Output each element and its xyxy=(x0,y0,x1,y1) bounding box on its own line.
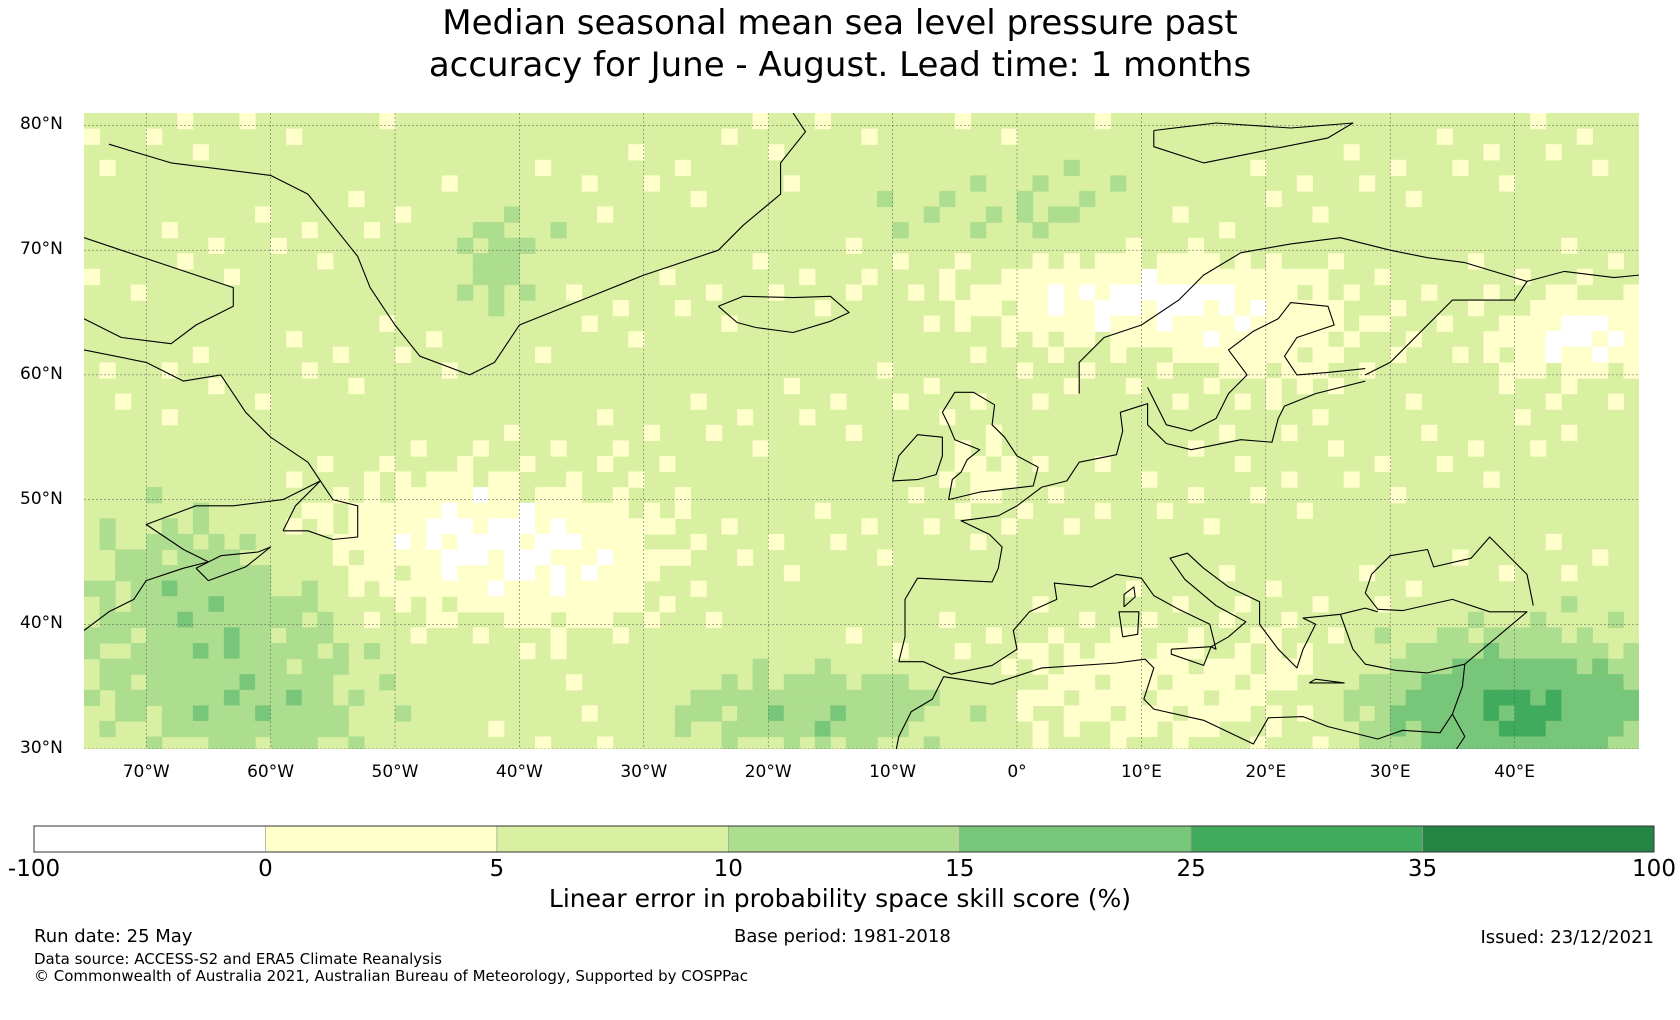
longitude-label: 40°E xyxy=(1494,762,1536,782)
coastline-iceland xyxy=(718,295,850,334)
coastline-svalbard xyxy=(1153,122,1354,164)
coastline-nova-scotia xyxy=(195,546,272,582)
longitude-label: 10°E xyxy=(1120,762,1162,782)
coastline-arabia-levant xyxy=(1451,713,1466,749)
coastline-turkey-black-sea xyxy=(1339,536,1534,674)
colorbar-tick-label: 0 xyxy=(258,856,273,882)
latitude-label: 80°N xyxy=(20,114,63,135)
colorbar xyxy=(33,825,1655,853)
longitude-label: 30°W xyxy=(620,762,668,782)
colorbar-segment xyxy=(727,825,960,853)
run-date: Run date: 25 May xyxy=(34,926,193,947)
coastline-corsica xyxy=(1123,586,1136,608)
coastline-greenland xyxy=(108,113,807,376)
colorbar-tick-label: 5 xyxy=(489,856,505,882)
colorbar-tick-label: 15 xyxy=(945,856,975,882)
skill-score-field xyxy=(84,113,1639,749)
latitude-label: 40°N xyxy=(20,613,63,634)
coastline-crete-cyprus xyxy=(1309,678,1345,684)
coastline-scandinavia xyxy=(1078,237,1528,394)
graticule xyxy=(84,113,1639,749)
colorbar-segment xyxy=(496,825,729,853)
map-title: Median seasonal mean sea level pressure … xyxy=(0,2,1680,86)
coastline-ireland xyxy=(892,434,943,482)
coastlines xyxy=(84,113,1639,749)
data-source: Data source: ACCESS-S2 and ERA5 Climate … xyxy=(34,950,442,968)
coastline-north-africa xyxy=(895,658,1466,749)
latitude-label: 30°N xyxy=(20,738,63,758)
coastline-sicily xyxy=(1170,646,1212,666)
coastline-great-britain xyxy=(941,391,1039,501)
colorbar-segment xyxy=(33,825,266,853)
colorbar-segment xyxy=(959,825,1192,853)
title-line-2: accuracy for June - August. Lead time: 1… xyxy=(428,45,1252,85)
longitude-label: 70°W xyxy=(122,762,170,782)
colorbar-tick-label: 100 xyxy=(1632,856,1676,882)
coastline-europe-atlantic xyxy=(898,380,1366,662)
longitude-label: 20°E xyxy=(1245,762,1287,782)
longitude-label: 30°E xyxy=(1369,762,1411,782)
latitude-label: 60°N xyxy=(20,363,63,384)
longitude-label: 0° xyxy=(1007,762,1027,782)
title-line-1: Median seasonal mean sea level pressure … xyxy=(442,3,1238,43)
latitude-label: 70°N xyxy=(20,239,63,260)
latitude-label: 50°N xyxy=(20,488,63,509)
coastline-newfoundland xyxy=(282,480,359,541)
coastline-sweden-baltic xyxy=(1147,302,1366,432)
colorbar-tick-label: 35 xyxy=(1407,856,1438,882)
colorbar-segment xyxy=(1422,825,1655,853)
longitude-label: 10°W xyxy=(869,762,917,782)
colorbar-label: Linear error in probability space skill … xyxy=(548,884,1132,913)
longitude-label: 60°W xyxy=(247,762,295,782)
coastline-white-sea-ural xyxy=(1526,270,1639,282)
longitude-label: 50°W xyxy=(371,762,419,782)
longitude-label: 40°W xyxy=(495,762,543,782)
colorbar-segment xyxy=(1190,825,1423,853)
longitude-label: 20°W xyxy=(744,762,792,782)
coastline-iberia-med xyxy=(898,552,1378,675)
coastline-baffin-island xyxy=(84,237,234,345)
base-period: Base period: 1981-2018 xyxy=(734,926,951,947)
colorbar-tick-label: 10 xyxy=(713,856,743,882)
copyright: © Commonwealth of Australia 2021, Austra… xyxy=(34,967,748,985)
colorbar-tick-label: -100 xyxy=(7,856,61,882)
colorbar-outline xyxy=(33,825,1655,853)
colorbar-segment xyxy=(265,825,498,853)
coastline-italy-islands xyxy=(1118,611,1140,638)
colorbar-tick-label: 25 xyxy=(1176,856,1206,882)
coastline-labrador xyxy=(84,349,321,631)
issued-date: Issued: 23/12/2021 xyxy=(1480,927,1654,948)
